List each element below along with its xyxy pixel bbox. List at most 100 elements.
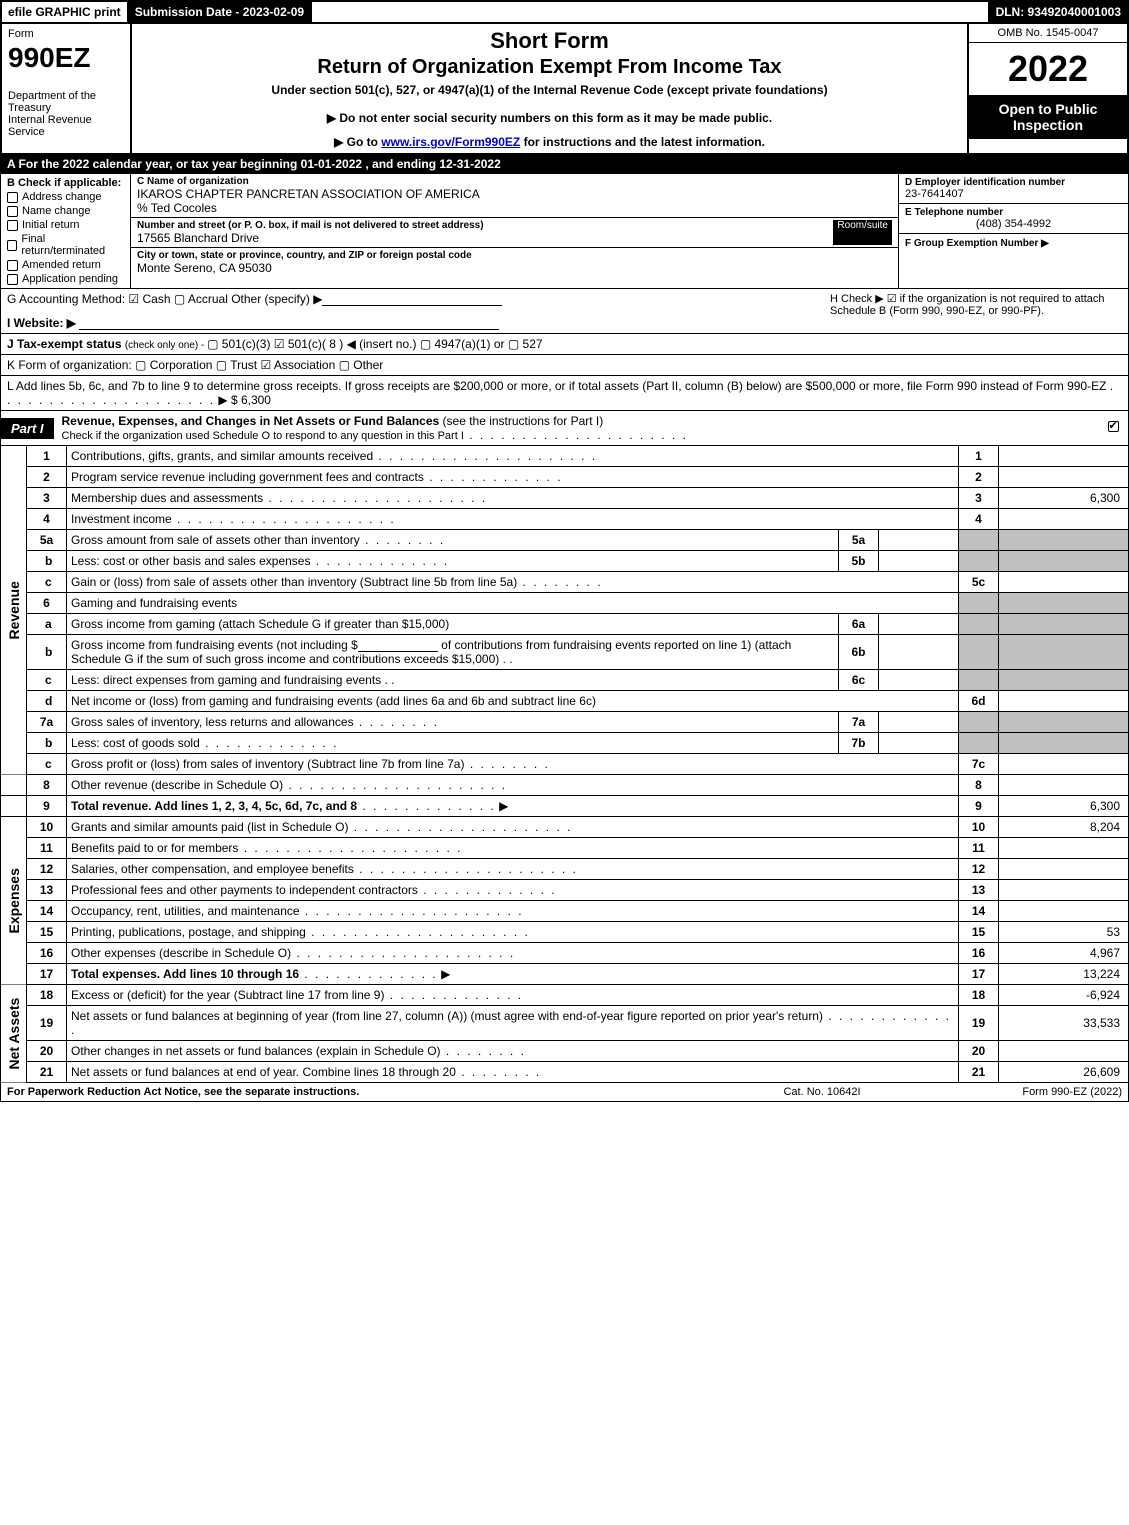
address-row: Number and street (or P. O. box, if mail… bbox=[131, 218, 898, 248]
line-rnum: 9 bbox=[959, 796, 999, 817]
line-6: 6 Gaming and fundraising events bbox=[1, 593, 1129, 614]
line-rnum: 16 bbox=[959, 943, 999, 964]
line-num: 13 bbox=[27, 880, 67, 901]
line-desc: Contributions, gifts, grants, and simila… bbox=[67, 446, 959, 467]
accounting-method: G Accounting Method: ☑ Cash ▢ Accrual Ot… bbox=[7, 292, 822, 330]
group-exemption-label: F Group Exemption Number ▶ bbox=[905, 238, 1049, 249]
line-num: c bbox=[27, 754, 67, 775]
inbox-label: 5b bbox=[839, 551, 879, 572]
line-num: c bbox=[27, 670, 67, 691]
line-num: 15 bbox=[27, 922, 67, 943]
line-rnum: 7c bbox=[959, 754, 999, 775]
chk-initial-return[interactable]: Initial return bbox=[7, 219, 124, 231]
line-amount bbox=[999, 572, 1129, 593]
row-a-tax-year: A For the 2022 calendar year, or tax yea… bbox=[0, 155, 1129, 174]
line-desc: Total revenue. Add lines 1, 2, 3, 4, 5c,… bbox=[67, 796, 959, 817]
chk-address-change[interactable]: Address change bbox=[7, 191, 124, 203]
line-num: 2 bbox=[27, 467, 67, 488]
omb-number: OMB No. 1545-0047 bbox=[969, 24, 1127, 43]
header-left: Form 990EZ Department of the Treasury In… bbox=[2, 24, 132, 153]
line-desc: Gross amount from sale of assets other t… bbox=[67, 530, 839, 551]
address-label: Number and street (or P. O. box, if mail… bbox=[137, 220, 833, 231]
chk-name-change[interactable]: Name change bbox=[7, 205, 124, 217]
line-rnum: 8 bbox=[959, 775, 999, 796]
inbox-label: 7b bbox=[839, 733, 879, 754]
sidebar-expenses: Expenses bbox=[1, 817, 27, 985]
line-num: 12 bbox=[27, 859, 67, 880]
row-h: H Check ▶ ☑ if the organization is not r… bbox=[822, 292, 1122, 330]
chk-amended[interactable]: Amended return bbox=[7, 259, 124, 271]
chk-label: Initial return bbox=[22, 219, 79, 231]
line-num: 11 bbox=[27, 838, 67, 859]
group-exemption-row: F Group Exemption Number ▶ bbox=[899, 234, 1128, 252]
g-text: G Accounting Method: ☑ Cash ▢ Accrual Ot… bbox=[7, 292, 322, 306]
line-desc: Printing, publications, postage, and shi… bbox=[67, 922, 959, 943]
line-8: 8 Other revenue (describe in Schedule O)… bbox=[1, 775, 1129, 796]
inbox-value bbox=[879, 530, 959, 551]
part-checkbox[interactable] bbox=[1098, 421, 1128, 435]
line-num: 21 bbox=[27, 1062, 67, 1083]
chk-final-return[interactable]: Final return/terminated bbox=[7, 233, 124, 257]
short-form-label: Short Form bbox=[140, 28, 959, 54]
line-amount bbox=[999, 733, 1129, 754]
line-num: 17 bbox=[27, 964, 67, 985]
line-num: d bbox=[27, 691, 67, 712]
line-rnum: 19 bbox=[959, 1006, 999, 1041]
line-rnum bbox=[959, 635, 999, 670]
line-desc: Gross income from gaming (attach Schedul… bbox=[67, 614, 839, 635]
line-amount bbox=[999, 712, 1129, 733]
part-title-note: (see the instructions for Part I) bbox=[439, 414, 603, 428]
line-desc: Salaries, other compensation, and employ… bbox=[67, 859, 959, 880]
line-desc: Less: cost or other basis and sales expe… bbox=[67, 551, 839, 572]
line-11: 11Benefits paid to or for members11 bbox=[1, 838, 1129, 859]
efile-print[interactable]: efile GRAPHIC print bbox=[2, 2, 129, 22]
line-desc: Net assets or fund balances at beginning… bbox=[67, 1006, 959, 1041]
line-14: 14Occupancy, rent, utilities, and mainte… bbox=[1, 901, 1129, 922]
j-sub: (check only one) - bbox=[125, 340, 207, 351]
line-desc: Benefits paid to or for members bbox=[67, 838, 959, 859]
row-k-form-org: K Form of organization: ▢ Corporation ▢ … bbox=[0, 355, 1129, 376]
line-rnum: 13 bbox=[959, 880, 999, 901]
line-rnum bbox=[959, 733, 999, 754]
city-label: City or town, state or province, country… bbox=[137, 250, 892, 261]
line-amount bbox=[999, 775, 1129, 796]
line-rnum: 4 bbox=[959, 509, 999, 530]
line-6b: b Gross income from fundraising events (… bbox=[1, 635, 1129, 670]
line-rnum: 21 bbox=[959, 1062, 999, 1083]
line-num: 6 bbox=[27, 593, 67, 614]
line-19: 19Net assets or fund balances at beginni… bbox=[1, 1006, 1129, 1041]
line-rnum: 18 bbox=[959, 985, 999, 1006]
line-amount bbox=[999, 1041, 1129, 1062]
chk-label: Final return/terminated bbox=[21, 233, 124, 257]
inbox-label: 6c bbox=[839, 670, 879, 691]
line-desc: Excess or (deficit) for the year (Subtra… bbox=[67, 985, 959, 1006]
expenses-table: Expenses 10 Grants and similar amounts p… bbox=[0, 817, 1129, 985]
line-rnum bbox=[959, 614, 999, 635]
line-rnum: 12 bbox=[959, 859, 999, 880]
l-text: L Add lines 5b, 6c, and 7b to line 9 to … bbox=[7, 379, 1106, 393]
line-num: 16 bbox=[27, 943, 67, 964]
phone-value: (408) 354-4992 bbox=[905, 218, 1122, 230]
line-desc: Other expenses (describe in Schedule O) bbox=[67, 943, 959, 964]
tax-year: 2022 bbox=[969, 43, 1127, 95]
line-amount: 8,204 bbox=[999, 817, 1129, 838]
part-sub: Check if the organization used Schedule … bbox=[62, 430, 464, 442]
dln: DLN: 93492040001003 bbox=[990, 2, 1127, 22]
line-amount bbox=[999, 446, 1129, 467]
line-18: Net Assets 18 Excess or (deficit) for th… bbox=[1, 985, 1129, 1006]
sidebar-spacer bbox=[1, 796, 27, 817]
row-i-label: I Website: ▶ bbox=[7, 316, 76, 330]
line-num: 3 bbox=[27, 488, 67, 509]
line-rnum bbox=[959, 670, 999, 691]
top-bar: efile GRAPHIC print Submission Date - 20… bbox=[0, 0, 1129, 22]
row-j-tax-exempt: J Tax-exempt status (check only one) - ▢… bbox=[0, 334, 1129, 355]
net-assets-table: Net Assets 18 Excess or (deficit) for th… bbox=[0, 985, 1129, 1083]
irs-link[interactable]: www.irs.gov/Form990EZ bbox=[381, 135, 520, 149]
chk-application-pending[interactable]: Application pending bbox=[7, 273, 124, 285]
line-rnum: 10 bbox=[959, 817, 999, 838]
col-c-org-info: C Name of organization IKAROS CHAPTER PA… bbox=[131, 174, 898, 288]
line-1: Revenue 1 Contributions, gifts, grants, … bbox=[1, 446, 1129, 467]
line-7a: 7a Gross sales of inventory, less return… bbox=[1, 712, 1129, 733]
inbox-value bbox=[879, 670, 959, 691]
line-4: 4 Investment income 4 bbox=[1, 509, 1129, 530]
